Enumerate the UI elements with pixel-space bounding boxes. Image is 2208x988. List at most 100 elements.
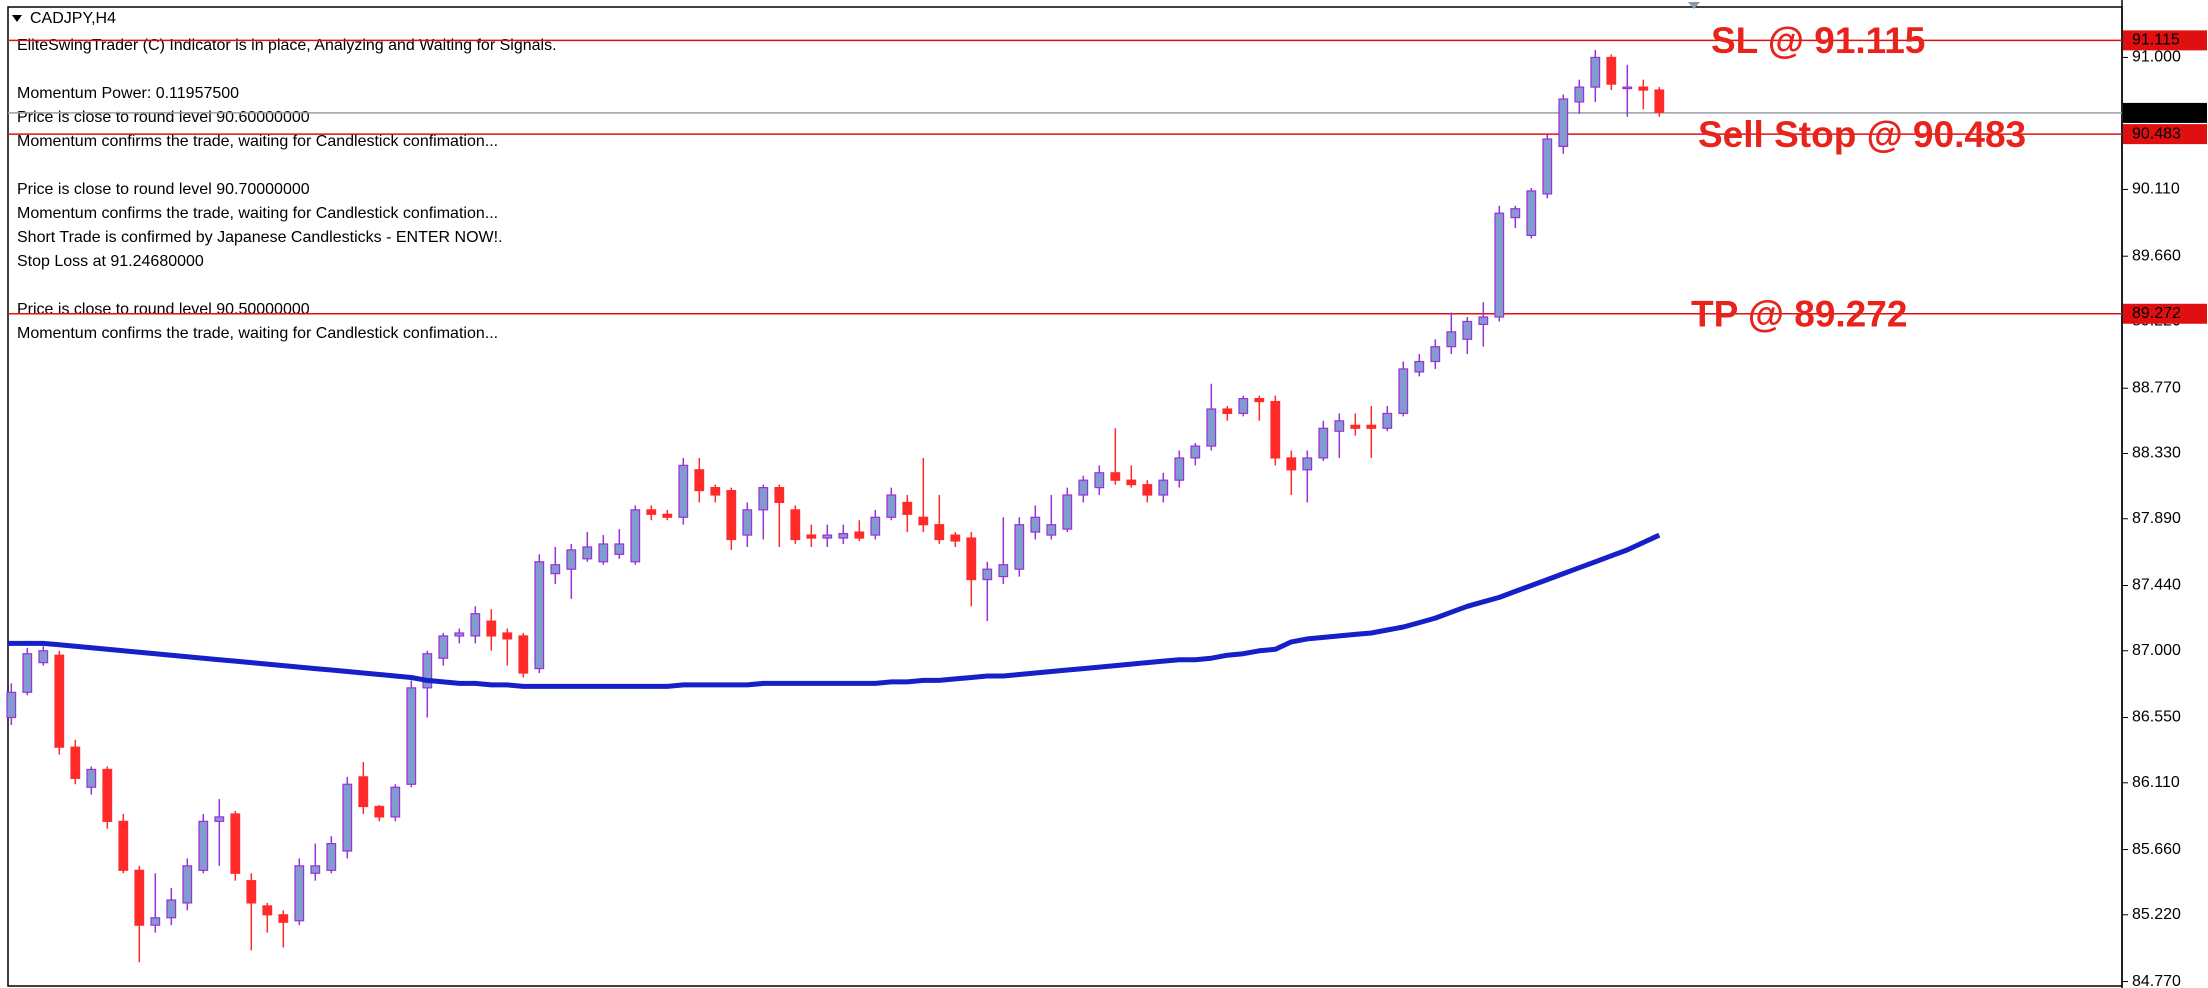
candle-body xyxy=(1462,320,1473,340)
candle-body xyxy=(1526,190,1537,237)
candle-body xyxy=(22,653,33,693)
candle-body xyxy=(1366,424,1377,429)
y-tick-label: 87.000 xyxy=(2132,642,2181,659)
candle-body xyxy=(854,531,865,539)
candle-body xyxy=(38,650,49,664)
candle-body xyxy=(1222,408,1233,415)
candle-body xyxy=(1190,445,1201,459)
candle-body xyxy=(902,501,913,515)
candle-body xyxy=(950,534,961,542)
candle-body xyxy=(1126,479,1137,486)
candle-body xyxy=(566,549,577,570)
candle-body xyxy=(630,509,641,563)
candle-body xyxy=(198,820,209,871)
candle-body xyxy=(1414,360,1425,373)
candle-body xyxy=(1494,212,1505,318)
candle-body xyxy=(726,489,737,541)
candle-body xyxy=(1590,56,1601,88)
y-tick-label: 89.660 xyxy=(2132,247,2181,264)
candle-body xyxy=(614,543,625,555)
y-tick-label: 87.440 xyxy=(2132,577,2181,594)
candle-body xyxy=(998,564,1009,578)
y-tick-label: 86.110 xyxy=(2132,774,2180,791)
candle-body xyxy=(1110,472,1121,481)
y-tick-label: 90.110 xyxy=(2132,181,2180,198)
candle-body xyxy=(1542,138,1553,195)
shift-marker xyxy=(1688,2,1700,9)
y-tick-label: 88.770 xyxy=(2132,379,2181,396)
candle-body xyxy=(646,509,657,515)
candle-body xyxy=(454,632,465,637)
level-annotation: SL @ 91.115 xyxy=(1711,20,1925,61)
candle-body xyxy=(422,653,433,689)
candle-body xyxy=(806,534,817,539)
candle-body xyxy=(758,487,769,511)
candle-body xyxy=(1382,412,1393,429)
candle-body xyxy=(1318,427,1329,459)
candle-body xyxy=(1014,524,1025,570)
y-tick-label: 87.890 xyxy=(2132,510,2181,527)
candle-body xyxy=(934,524,945,541)
candle-body xyxy=(1174,457,1185,481)
candle-body xyxy=(70,746,81,779)
candle-body xyxy=(1302,457,1313,471)
candle-body xyxy=(1510,208,1521,219)
candle-body xyxy=(214,816,225,822)
candle-body xyxy=(150,917,161,926)
candle-body xyxy=(1286,457,1297,471)
candle-body xyxy=(390,786,401,818)
candle-body xyxy=(262,905,273,916)
candle-body xyxy=(294,865,305,922)
candle-body xyxy=(886,494,897,518)
candle-body xyxy=(246,880,257,904)
candle-body xyxy=(1350,424,1361,429)
candle-body xyxy=(1478,316,1489,326)
candle-body xyxy=(1062,494,1073,530)
price-box-label: 89.272 xyxy=(2132,305,2181,322)
info-line: Momentum Power: 0.11957500 xyxy=(17,85,239,102)
info-line: Price is close to round level 90.5000000… xyxy=(17,301,310,318)
info-line: Stop Loss at 91.24680000 xyxy=(17,253,204,270)
y-tick-label: 85.660 xyxy=(2132,841,2181,858)
candle-body xyxy=(774,487,785,504)
candle-body xyxy=(374,805,385,818)
candle-body xyxy=(1158,479,1169,496)
candle-body xyxy=(1398,368,1409,415)
candle-body xyxy=(54,654,65,748)
candle-body xyxy=(1654,89,1665,113)
candle-body xyxy=(1094,472,1105,489)
candle-body xyxy=(790,509,801,541)
candle-body xyxy=(342,783,353,852)
candle-body xyxy=(582,546,593,560)
candle-body xyxy=(678,464,689,518)
candle-body xyxy=(1558,98,1569,148)
level-annotation: Sell Stop @ 90.483 xyxy=(1698,114,2026,155)
candle-body xyxy=(518,635,529,674)
candle-body xyxy=(1238,398,1249,415)
candle-body xyxy=(1270,400,1281,459)
candle-body xyxy=(1206,408,1217,447)
candle-body xyxy=(598,543,609,563)
candle-body xyxy=(742,509,753,536)
candle-body xyxy=(1622,86,1633,90)
candle-body xyxy=(870,516,881,536)
candle-body xyxy=(182,865,193,904)
candle-body xyxy=(118,820,129,871)
info-line: Momentum confirms the trade, waiting for… xyxy=(17,325,498,342)
candle-body xyxy=(838,532,849,539)
y-tick-label: 84.770 xyxy=(2132,973,2181,988)
candle-body xyxy=(550,564,561,575)
moving-average xyxy=(8,532,1661,689)
chart-title: CADJPY,H4 xyxy=(30,10,116,27)
y-tick-label: 88.330 xyxy=(2132,445,2181,462)
candle-body xyxy=(486,620,497,637)
candle-body xyxy=(822,534,833,539)
candle-body xyxy=(1574,86,1585,103)
candle-body xyxy=(534,561,545,670)
candle-body xyxy=(358,776,369,808)
y-tick-label: 85.220 xyxy=(2132,906,2181,923)
info-line: EliteSwingTrader (C) Indicator is in pla… xyxy=(17,37,557,54)
candle-body xyxy=(1030,516,1041,533)
candle-body xyxy=(406,687,417,785)
